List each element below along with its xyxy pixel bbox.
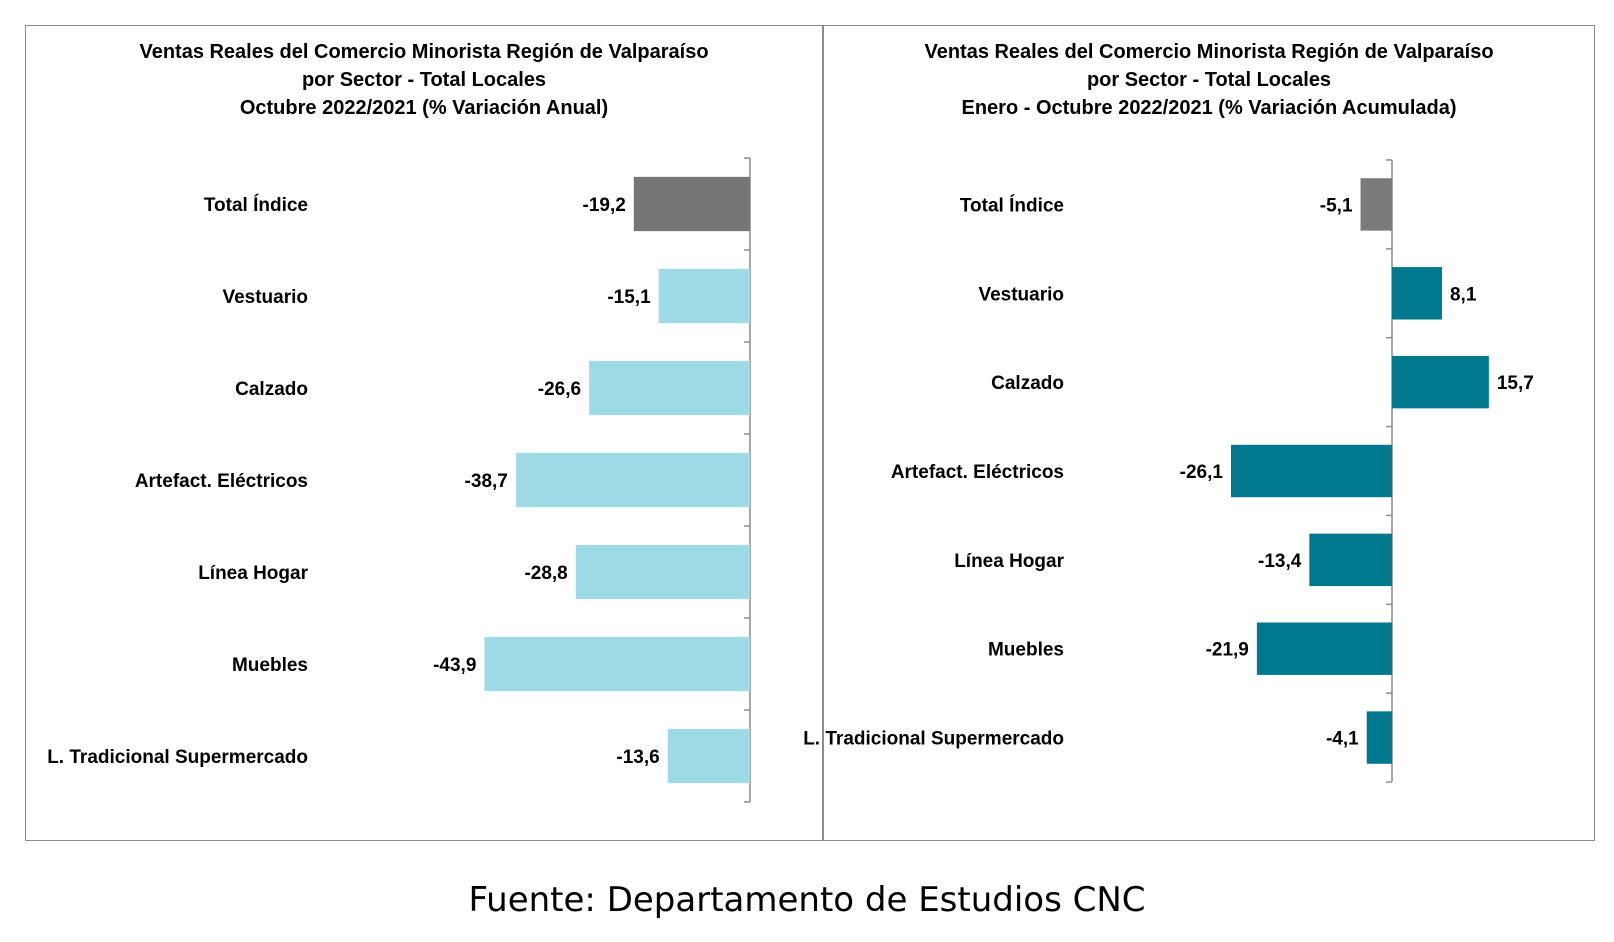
bar: [484, 636, 750, 692]
data-label: -28,8: [524, 563, 567, 584]
chart-title-line-1: Ventas Reales del Comercio Minorista Reg…: [924, 41, 1494, 63]
data-label: -38,7: [465, 471, 508, 492]
bar: [1392, 355, 1489, 409]
chart-panel-right: Ventas Reales del Comercio Minorista Reg…: [803, 25, 1595, 841]
source-note: Fuente: Departamento de Estudios CNC: [468, 880, 1146, 920]
category-label: L. Tradicional Supermercado: [47, 747, 308, 768]
bar: [1366, 711, 1392, 764]
bar: [1309, 533, 1392, 587]
category-label: L. Tradicional Supermercado: [803, 729, 1064, 750]
bar-chart-right: Total Índice -5,1 Vestuario 8,1 Calzado 15,7 A…: [803, 159, 1534, 783]
bar: [515, 452, 750, 508]
chart-title-line-2: por Sector - Total Locales: [301, 69, 547, 91]
chart-title-line-3: Octubre 2022/2021 (% Variación Anual): [239, 97, 609, 119]
bar: [1360, 178, 1392, 231]
chart-title-line-3: Enero - Octubre 2022/2021 (% Variación A…: [961, 97, 1457, 119]
bar: [658, 268, 750, 324]
bar: [575, 544, 750, 600]
chart-title-left: Ventas Reales del Comercio Minorista Reg…: [26, 38, 822, 122]
data-label: -19,2: [583, 195, 626, 216]
category-label: Total Índice: [204, 194, 308, 216]
data-label: -21,9: [1206, 640, 1249, 661]
category-label: Línea Hogar: [198, 563, 308, 584]
data-label: 15,7: [1497, 373, 1534, 394]
bar-chart-left: Total Índice -19,2 Vestuario -15,1 Calzado -2…: [47, 157, 751, 803]
data-label: -43,9: [433, 655, 476, 676]
chart-panel-left: Ventas Reales del Comercio Minorista Reg…: [25, 25, 823, 841]
data-label: -15,1: [607, 287, 651, 308]
category-label: Calzado: [991, 373, 1064, 394]
data-label: -5,1: [1320, 195, 1353, 216]
category-label: Muebles: [232, 655, 308, 676]
category-label: Artefact. Eléctricos: [135, 471, 308, 492]
bar: [667, 728, 750, 784]
data-label: -4,1: [1326, 729, 1359, 750]
data-label: 8,1: [1450, 284, 1477, 305]
bar: [1256, 622, 1392, 675]
category-label: Total Índice: [960, 194, 1064, 216]
data-label: -26,6: [538, 379, 581, 400]
chart-title-right: Ventas Reales del Comercio Minorista Reg…: [824, 38, 1594, 122]
data-label: -13,4: [1258, 551, 1302, 572]
data-label: -26,1: [1180, 462, 1224, 483]
category-label: Línea Hogar: [954, 551, 1064, 572]
bar: [1392, 267, 1442, 320]
chart-title-line-2: por Sector - Total Locales: [1086, 69, 1332, 91]
category-label: Calzado: [235, 379, 308, 400]
bar: [1230, 444, 1392, 498]
category-label: Vestuario: [222, 287, 308, 308]
data-label: -13,6: [616, 747, 659, 768]
category-label: Muebles: [988, 640, 1064, 661]
category-label: Vestuario: [978, 284, 1064, 305]
category-label: Artefact. Eléctricos: [891, 462, 1064, 483]
chart-title-line-1: Ventas Reales del Comercio Minorista Reg…: [139, 41, 709, 63]
bar: [633, 176, 750, 232]
bar: [589, 360, 750, 416]
